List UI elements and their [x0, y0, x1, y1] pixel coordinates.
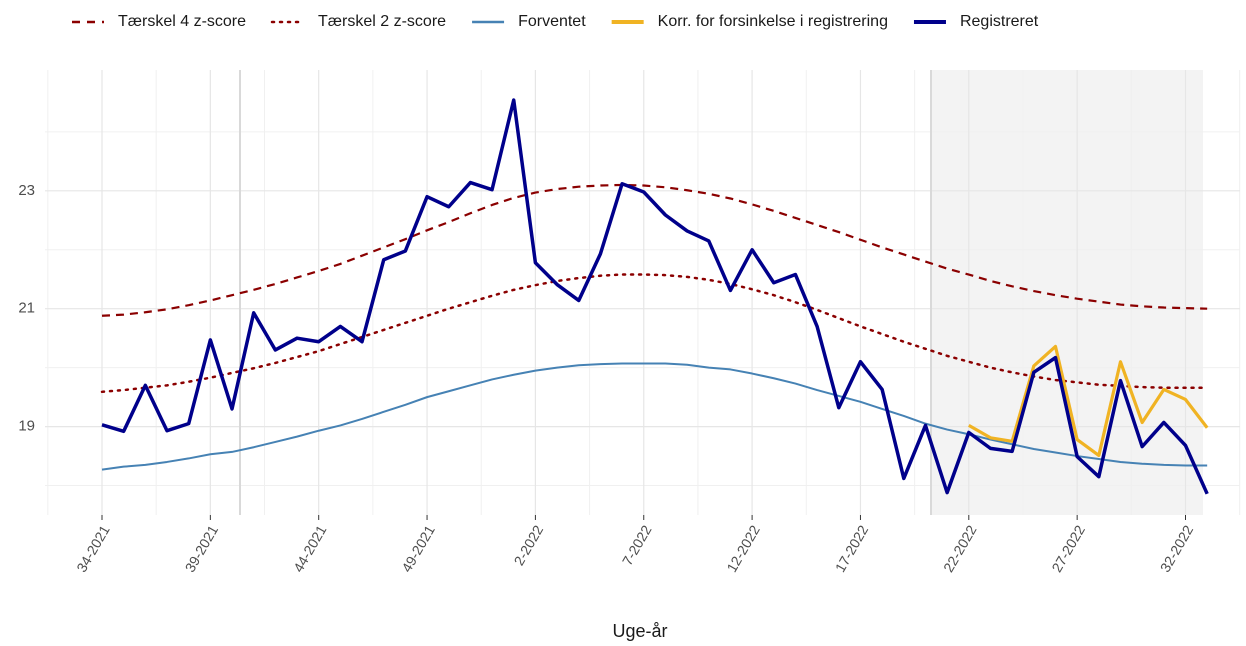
x-tick-label: 39-2021: [182, 522, 222, 575]
x-tick-label: 44-2021: [290, 522, 330, 575]
x-tick-label: 7-2022: [619, 522, 655, 568]
y-tick-label: 23: [18, 182, 35, 199]
series-line: [101, 98, 1209, 495]
shaded-period: [931, 70, 1203, 515]
x-tick-label: 12-2022: [723, 522, 763, 575]
plot-panel: [931, 70, 1203, 515]
x-tick-label: 2-2022: [511, 522, 547, 568]
series-line: [968, 344, 1209, 458]
x-tick-label: 22-2022: [940, 522, 980, 575]
legend-label: Tærskel 4 z-score: [118, 13, 246, 30]
legend-label: Tærskel 2 z-score: [318, 13, 446, 30]
x-tick-label: 27-2022: [1048, 522, 1088, 575]
series-line: [101, 362, 1208, 471]
y-tick-label: 19: [18, 418, 35, 435]
legend-label: Registreret: [960, 13, 1039, 30]
legend-label: Korr. for forsinkelse i registrering: [658, 13, 888, 30]
x-tick-label: 49-2021: [398, 522, 438, 575]
x-tick-label: 17-2022: [832, 522, 872, 575]
series-line: [101, 183, 1208, 317]
y-tick-label: 21: [18, 300, 35, 317]
legend: Tærskel 4 z-score Tærskel 2 z-score Forven…: [72, 13, 1039, 30]
series-line: [100, 273, 1209, 394]
x-axis-title: Uge-år: [612, 621, 667, 641]
lines: [100, 98, 1209, 495]
legend-label: Forventet: [518, 13, 586, 30]
x-tick-label: 32-2022: [1157, 522, 1197, 575]
x-tick-label: 34-2021: [73, 522, 113, 575]
